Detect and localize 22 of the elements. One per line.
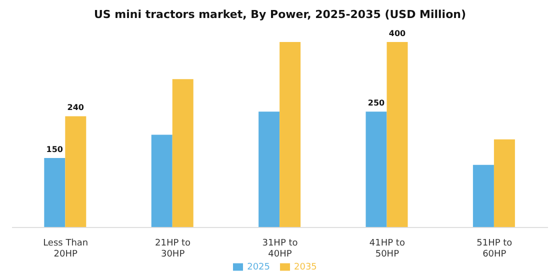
bar: [280, 42, 301, 228]
bar: [65, 116, 86, 228]
data-label: 400: [388, 29, 406, 38]
bar: [258, 112, 280, 228]
chart-title: US mini tractors market, By Power, 2025-2035 (USD Million): [92, 8, 467, 23]
x-tick-label: 31HP to 40HP: [262, 238, 298, 260]
x-tick-label: 51HP to 60HP: [476, 238, 513, 260]
data-label: 240: [67, 103, 84, 112]
bar: [386, 42, 408, 228]
x-tick-label: 41HP to 50HP: [369, 238, 406, 260]
bar: [366, 112, 387, 228]
bar: [44, 158, 66, 228]
data-label: 250: [368, 98, 386, 108]
x-tick-label: Less Than 20HP: [43, 238, 88, 260]
data-label: 150: [46, 144, 64, 154]
legend-label: 2025: [247, 262, 270, 272]
legend-label: 2035: [294, 262, 317, 272]
bar: [172, 79, 194, 228]
bar: [494, 139, 515, 228]
x-tick-label: 21HP to 30HP: [155, 238, 192, 260]
bar: [151, 134, 172, 228]
bar: [472, 164, 494, 228]
